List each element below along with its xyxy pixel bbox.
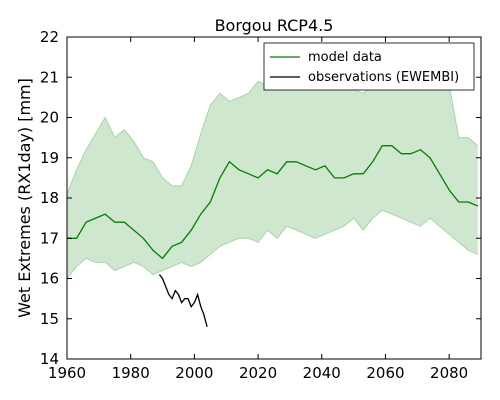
x-tick-label: 2060	[366, 364, 404, 382]
y-tick-label: 14	[40, 350, 59, 368]
axis-layer: 1960 1980 2000 2020 2040 2060 2080 14 15 16 17 18 19…	[40, 28, 482, 382]
y-tick-label: 16	[40, 270, 59, 288]
y-tick-label: 18	[40, 189, 59, 207]
y-tick-label: 20	[40, 109, 59, 127]
legend-label-model-data: model data	[308, 50, 382, 65]
x-tick-label: 1960	[48, 364, 86, 382]
x-tick-label: 2040	[303, 364, 341, 382]
series-observations-line	[158, 274, 208, 327]
y-tick-label: 21	[40, 68, 59, 86]
model-range-band	[67, 53, 478, 279]
y-tick-label: 15	[40, 310, 59, 328]
chart-title: Borgou RCP4.5	[215, 16, 334, 35]
x-tick-label: 1980	[112, 364, 150, 382]
y-tick-label: 19	[40, 149, 59, 167]
x-tick-label: 2000	[175, 364, 213, 382]
series-model-data-line	[67, 145, 479, 260]
legend-label-observations: observations (EWEMBI)	[308, 70, 459, 85]
y-tick-label: 17	[40, 229, 59, 247]
model-range-lower-edge	[66, 209, 478, 279]
x-tick-label: 2080	[430, 364, 468, 382]
x-tick-label: 2020	[239, 364, 277, 382]
legend-box	[263, 42, 475, 91]
y-axis-label: Wet Extremes (RX1day) [mm]	[15, 78, 34, 318]
legend: model data observations (EWEMBI)	[263, 42, 475, 91]
plot-layer	[66, 52, 479, 327]
y-tick-label: 22	[40, 28, 59, 46]
